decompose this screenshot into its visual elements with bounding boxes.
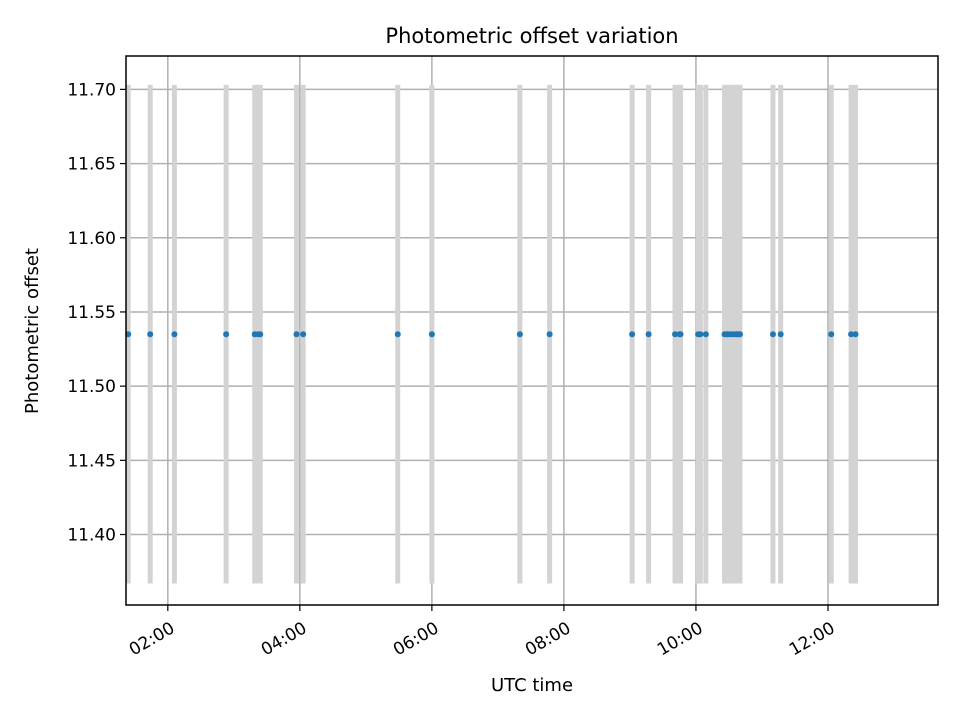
- point-layer: [125, 331, 859, 338]
- grid-layer: [126, 56, 938, 605]
- data-point: [394, 331, 401, 338]
- data-point: [516, 331, 523, 338]
- y-tick-label: 11.70: [67, 80, 116, 100]
- data-point: [777, 331, 784, 338]
- y-axis-label: Photometric offset: [22, 248, 43, 414]
- x-tick-label: 04:00: [258, 618, 310, 660]
- data-point: [697, 331, 704, 338]
- data-point: [672, 331, 679, 338]
- data-point: [736, 331, 743, 338]
- data-point: [147, 331, 154, 338]
- x-axis-label: UTC time: [491, 675, 573, 696]
- data-point: [171, 331, 178, 338]
- data-point: [223, 331, 230, 338]
- x-tick-label: 06:00: [390, 618, 442, 660]
- data-point: [293, 331, 300, 338]
- plot-frame: [125, 55, 939, 606]
- data-point: [629, 331, 636, 338]
- y-tick-label: 11.55: [67, 303, 116, 323]
- data-point: [848, 331, 855, 338]
- data-point: [769, 331, 776, 338]
- chart-title: Photometric offset variation: [385, 24, 678, 48]
- y-tick-label: 11.45: [67, 451, 116, 471]
- data-point: [702, 331, 709, 338]
- y-tick-label: 11.40: [67, 526, 116, 546]
- y-tick-label: 11.60: [67, 229, 116, 249]
- errorbar-layer: [125, 84, 858, 584]
- data-point: [828, 331, 835, 338]
- data-point: [428, 331, 435, 338]
- data-point: [677, 331, 684, 338]
- data-point: [257, 331, 264, 338]
- x-tick-label: 08:00: [522, 618, 574, 660]
- x-tick-label: 02:00: [126, 618, 178, 660]
- y-tick-label: 11.65: [67, 155, 116, 175]
- x-tick-label: 12:00: [786, 618, 838, 660]
- data-point: [546, 331, 553, 338]
- data-point: [852, 331, 859, 338]
- y-tick-label: 11.50: [67, 377, 116, 397]
- data-point: [645, 331, 652, 338]
- data-point: [300, 331, 307, 338]
- x-tick-label: 10:00: [654, 618, 706, 660]
